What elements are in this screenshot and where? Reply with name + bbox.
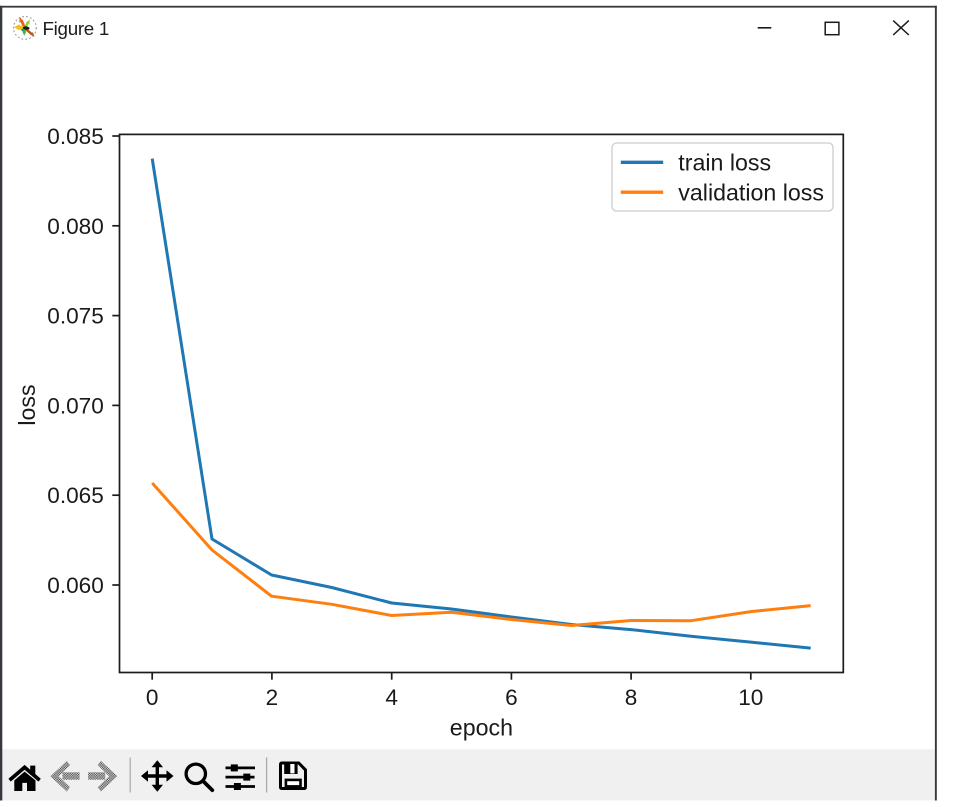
svg-text:0: 0 (146, 685, 159, 710)
svg-text:epoch: epoch (450, 715, 513, 741)
svg-text:0.085: 0.085 (47, 124, 104, 149)
svg-text:6: 6 (505, 685, 518, 710)
svg-text:0.070: 0.070 (47, 393, 104, 418)
svg-text:0.065: 0.065 (47, 483, 104, 508)
svg-text:Figure 1: Figure 1 (43, 18, 110, 39)
svg-text:8: 8 (625, 685, 638, 710)
svg-text:validation loss: validation loss (678, 179, 824, 205)
svg-text:10: 10 (738, 685, 763, 710)
svg-text:train loss: train loss (678, 149, 771, 175)
svg-text:2: 2 (266, 685, 279, 710)
svg-text:0.060: 0.060 (47, 573, 104, 598)
svg-text:0.080: 0.080 (47, 214, 104, 239)
svg-text:loss: loss (14, 384, 40, 425)
svg-text:0.075: 0.075 (47, 304, 104, 329)
svg-text:4: 4 (385, 685, 398, 710)
